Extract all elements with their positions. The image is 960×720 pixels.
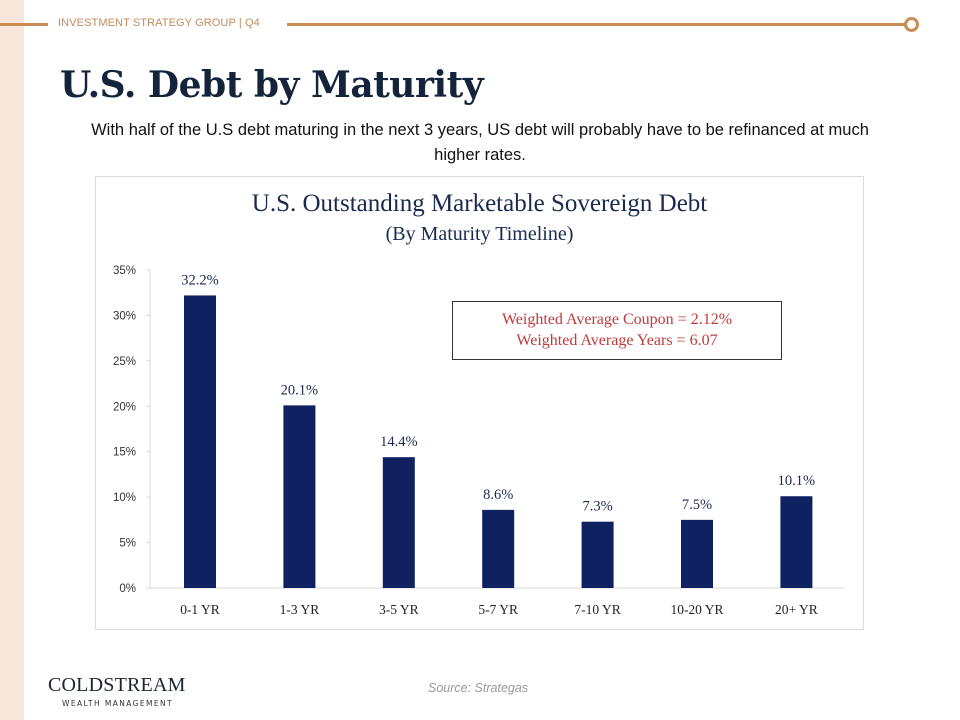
bars [184,295,813,588]
bar [184,295,216,588]
data-labels: 32.2% 20.1% 14.4% 8.6% 7.3% 7.5% 10.1% [181,272,815,514]
header-rule-right [287,23,905,26]
chart-frame [95,176,864,630]
x-tick-label: 20+ YR [775,602,818,617]
page-title: U.S. Debt by Maturity [60,64,484,106]
data-label: 7.3% [582,499,612,515]
y-tick-label: 10% [113,492,136,504]
coldstream-logo: COLDSTREAM [48,674,186,696]
data-label: 32.2% [181,272,218,288]
bar [283,405,316,588]
weighted-average-years: Weighted Average Years = 6.07 [516,332,718,349]
x-tick-label: 1-3 YR [280,602,320,617]
header-label: INVESTMENT STRATEGY GROUP | Q4 [58,17,260,29]
data-label: 10.1% [778,473,815,489]
chart-subtitle: (By Maturity Timeline) [385,223,574,245]
page-subtitle: With half of the U.S debt maturing in th… [91,121,869,164]
left-accent-stripe [0,0,24,720]
bar [382,457,415,588]
data-label: 14.4% [380,434,417,450]
weighted-average-coupon: Weighted Average Coupon = 2.12% [501,311,733,328]
bar [482,509,515,588]
x-tick-label: 7-10 YR [574,602,620,617]
bar [581,521,614,588]
data-label: 7.5% [682,497,712,513]
weighted-average-box: Weighted Average Coupon = 2.12% Weighted… [452,301,782,360]
y-tick-label: 35% [113,265,136,277]
coldstream-logo-subtitle: WEALTH MANAGEMENT [62,699,173,708]
y-tick-label: 5% [119,538,136,550]
x-axis: 0-1 YR 1-3 YR 3-5 YR 5-7 YR 7-10 YR 10-20 YR 2… [150,587,845,617]
source-note: Source: Strategas [428,681,529,695]
y-tick-label: 20% [113,401,136,413]
bar [681,519,713,588]
y-tick-label: 25% [113,356,136,368]
header-circle-icon [904,17,919,32]
y-tick-label: 30% [113,310,136,322]
y-axis: 0% 5% 10% 15% 20% 25% 30% 35% [113,265,151,595]
x-tick-label: 5-7 YR [478,602,518,617]
x-tick-label: 10-20 YR [670,602,723,617]
y-tick-label: 0% [119,583,136,595]
x-tick-label: 3-5 YR [379,602,419,617]
header-rule-left [0,23,48,26]
chart-title: U.S. Outstanding Marketable Sovereign De… [251,190,708,217]
y-tick-label: 15% [113,447,136,459]
data-label: 8.6% [483,487,513,503]
x-tick-label: 0-1 YR [180,602,220,617]
bar [780,496,813,588]
data-label: 20.1% [281,382,318,398]
